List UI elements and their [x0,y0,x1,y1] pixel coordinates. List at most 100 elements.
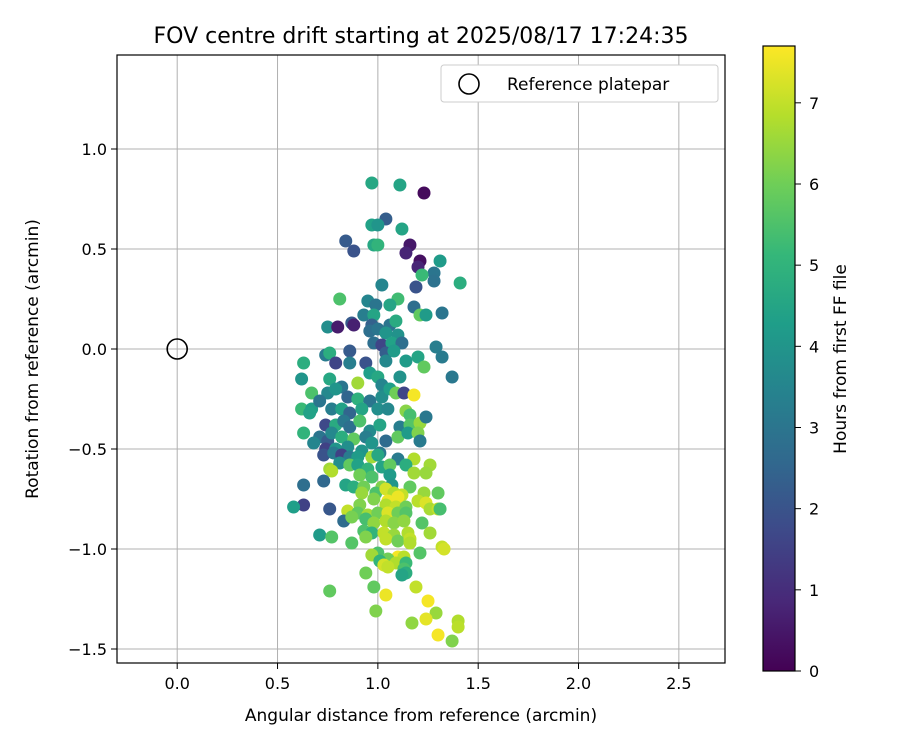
data-point [379,326,393,340]
data-point [383,298,397,312]
y-tick-label: −1.0 [68,540,107,559]
data-point [343,344,357,358]
data-point [445,370,459,384]
data-point [371,402,385,416]
data-point [287,500,301,514]
x-tick-label: 0.5 [265,674,290,693]
data-point [333,456,347,470]
x-axis-label: Angular distance from reference (arcmin) [245,706,597,726]
colorbar-tick-label: 2 [809,500,819,519]
data-point [369,604,383,618]
data-point [359,566,373,580]
data-point [411,350,425,364]
y-axis-ticks: 1.0 0.5 0.0 −0.5 −1.0 −1.5 [68,140,117,659]
data-point [307,436,321,450]
data-point [297,478,311,492]
data-point [379,434,393,448]
colorbar-tick-label: 1 [809,581,819,600]
colorbar-tick-label: 3 [809,418,819,437]
legend-box [440,64,719,103]
data-point [399,458,413,472]
data-point [393,370,407,384]
plot-area-frame [116,54,726,664]
data-point [303,406,317,420]
data-point [351,392,365,406]
x-tick-label: 0.0 [164,674,189,693]
y-tick-label: 0.0 [82,340,107,359]
data-point [389,314,403,328]
colorbar-tick-label: 6 [809,175,819,194]
data-point [379,532,393,546]
data-point [367,492,381,506]
data-point [397,514,411,528]
data-point [437,542,451,556]
data-point [429,340,443,354]
data-point [371,448,385,462]
data-point [297,498,311,512]
data-point [415,268,429,282]
data-point [341,390,355,404]
legend-marker-circle [458,73,480,95]
data-point [413,546,427,560]
data-point [383,468,397,482]
data-point [329,382,343,396]
data-point [323,502,337,516]
data-point [347,318,361,332]
data-point [423,526,437,540]
data-point [371,238,385,252]
data-point [379,354,393,368]
data-point [375,390,389,404]
data-point [317,474,331,488]
data-point [357,308,371,322]
data-point [323,346,337,360]
data-point [419,308,433,322]
data-point [387,516,401,530]
colorbar [762,45,796,672]
data-point [403,408,417,422]
data-point [325,402,339,416]
data-point [397,386,411,400]
data-point [431,628,445,642]
data-point [295,372,309,386]
colorbar-label: Hours from first FF file [831,264,851,454]
y-tick-label: −1.5 [68,640,107,659]
data-point [371,506,385,520]
data-point [395,222,409,236]
y-axis-label: Rotation from reference (arcmin) [23,219,43,499]
data-point [429,606,443,620]
data-point [345,510,359,524]
data-point [305,386,319,400]
data-point [345,536,359,550]
data-point [387,344,401,358]
data-point [421,594,435,608]
data-point [363,394,377,408]
data-point [405,616,419,630]
colorbar-ticks: 0 1 2 3 4 5 6 7 [795,94,819,681]
data-point [433,254,447,268]
data-point [353,468,367,482]
data-point [399,354,413,368]
data-point [365,436,379,450]
y-tick-label: 1.0 [82,140,107,159]
data-point [321,320,335,334]
data-point [367,580,381,594]
data-point [329,356,343,370]
data-point [333,292,347,306]
data-point [445,634,459,648]
data-point [297,426,311,440]
data-point [391,534,405,548]
data-point [383,458,397,472]
data-point [325,530,339,544]
y-tick-label: 0.5 [82,240,107,259]
data-point [353,414,367,428]
data-point [379,588,393,602]
data-point [415,516,429,530]
data-point [359,530,373,544]
y-tick-label: −0.5 [68,440,107,459]
data-point [351,376,365,390]
reference-point [166,338,188,360]
data-point [313,528,327,542]
data-point [369,298,383,312]
data-point [297,356,311,370]
